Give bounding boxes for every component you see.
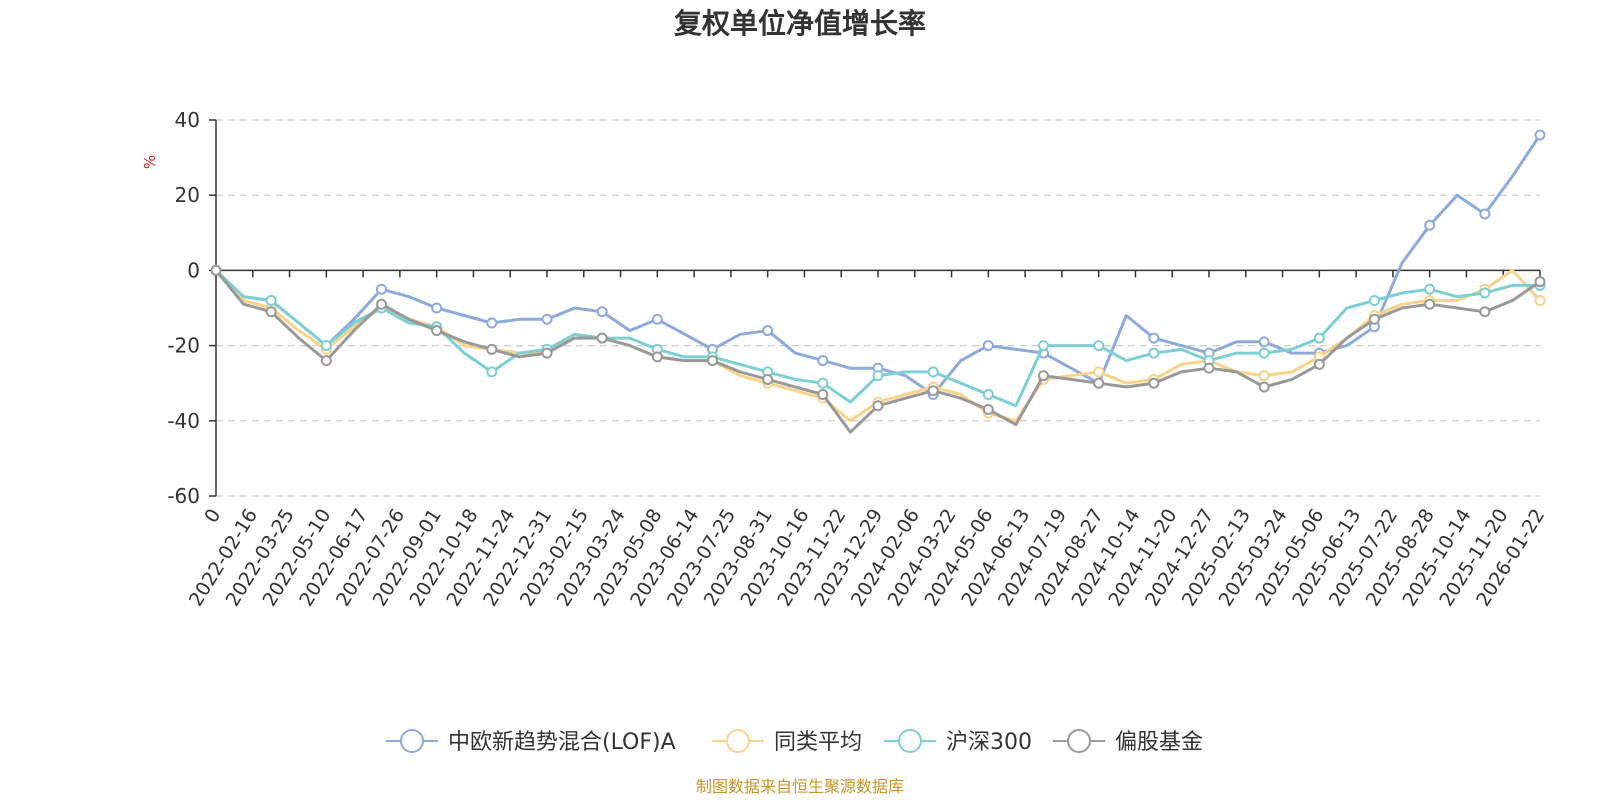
data-point	[265, 306, 277, 318]
data-point	[1534, 276, 1546, 288]
data-point	[1479, 306, 1491, 318]
data-point	[1093, 377, 1105, 389]
data-point	[762, 325, 774, 337]
data-point	[431, 325, 443, 337]
data-point	[541, 313, 553, 325]
data-point	[1258, 347, 1270, 359]
legend-item: 中欧新趋势混合(LOF)A	[386, 729, 676, 755]
data-point	[1093, 340, 1105, 352]
data-point	[1093, 366, 1105, 378]
legend-label: 同类平均	[774, 730, 862, 755]
series-layer	[210, 129, 1546, 434]
data-point	[1148, 377, 1160, 389]
legend-marker	[726, 729, 750, 753]
legend-label: 沪深300	[946, 730, 1032, 755]
data-point	[1369, 313, 1380, 325]
grid-lines	[216, 119, 1540, 497]
y-tick-label: 0	[187, 258, 200, 282]
data-point	[817, 377, 829, 389]
data-point	[541, 347, 553, 359]
data-point	[486, 343, 498, 355]
data-point	[1424, 298, 1436, 310]
legend-label: 偏股基金	[1115, 730, 1203, 755]
series-group	[210, 264, 1546, 434]
data-point	[982, 404, 994, 416]
data-point	[817, 355, 829, 367]
data-point	[982, 340, 994, 352]
legend: 中欧新趋势混合(LOF)A 同类平均 沪深300 偏股基金	[386, 729, 1203, 755]
data-point	[982, 388, 994, 400]
data-point	[872, 370, 884, 382]
data-point	[1313, 358, 1325, 370]
data-point	[210, 264, 222, 276]
data-point	[376, 283, 387, 295]
data-point	[1534, 129, 1546, 141]
legend-label: 中欧新趋势混合(LOF)A	[448, 730, 676, 755]
y-axis: 40 20 0 -20 -40 -60	[167, 108, 217, 508]
data-point	[1479, 208, 1491, 220]
legend-item: 偏股基金	[1053, 729, 1203, 755]
data-point	[1369, 294, 1380, 306]
legend-marker	[400, 729, 424, 753]
data-point	[486, 366, 498, 378]
series-group	[210, 129, 1546, 400]
data-point	[1424, 219, 1436, 231]
data-point	[1258, 336, 1270, 348]
data-point	[265, 294, 277, 306]
data-point	[1424, 283, 1436, 295]
data-point	[762, 373, 774, 385]
data-point	[376, 298, 387, 310]
data-point	[1038, 370, 1049, 382]
data-point	[1258, 370, 1270, 382]
y-tick-label: -40	[167, 409, 200, 433]
data-point	[431, 302, 443, 314]
legend-marker	[1067, 729, 1091, 753]
y-tick-label: 20	[175, 183, 200, 207]
data-point	[1148, 347, 1160, 359]
series-group	[210, 264, 1546, 408]
data-point	[927, 385, 939, 397]
data-point	[651, 351, 663, 363]
y-tick-label: -20	[167, 334, 200, 358]
y-tick-label: 40	[175, 108, 200, 132]
data-point	[817, 388, 829, 400]
legend-item: 同类平均	[712, 729, 862, 755]
series-line	[214, 134, 1542, 396]
legend-item: 沪深300	[884, 729, 1032, 755]
data-point	[1313, 332, 1325, 344]
data-point	[707, 355, 718, 367]
data-point	[927, 366, 939, 378]
x-axis: 02022-02-162022-03-252022-05-102022-06-1…	[185, 269, 1549, 610]
y-tick-label: -60	[167, 484, 200, 508]
data-point	[1203, 362, 1215, 374]
data-point	[651, 313, 663, 325]
data-point	[1258, 381, 1270, 393]
data-point	[1038, 340, 1049, 352]
series-line	[214, 269, 1540, 408]
series-group	[210, 264, 1546, 423]
data-point	[596, 306, 608, 318]
chart-title: 复权单位净值增长率	[674, 7, 926, 40]
data-point	[320, 355, 332, 367]
data-point	[1148, 332, 1160, 344]
data-point	[872, 400, 884, 412]
legend-marker	[898, 729, 922, 753]
data-point	[320, 340, 332, 352]
data-point	[486, 317, 498, 329]
data-point	[1534, 294, 1546, 306]
y-axis-unit: %	[141, 155, 159, 169]
x-tick-label: 0	[200, 505, 225, 527]
source-note: 制图数据来自恒生聚源数据库	[696, 777, 904, 796]
data-point	[596, 332, 608, 344]
data-point	[1479, 287, 1491, 299]
